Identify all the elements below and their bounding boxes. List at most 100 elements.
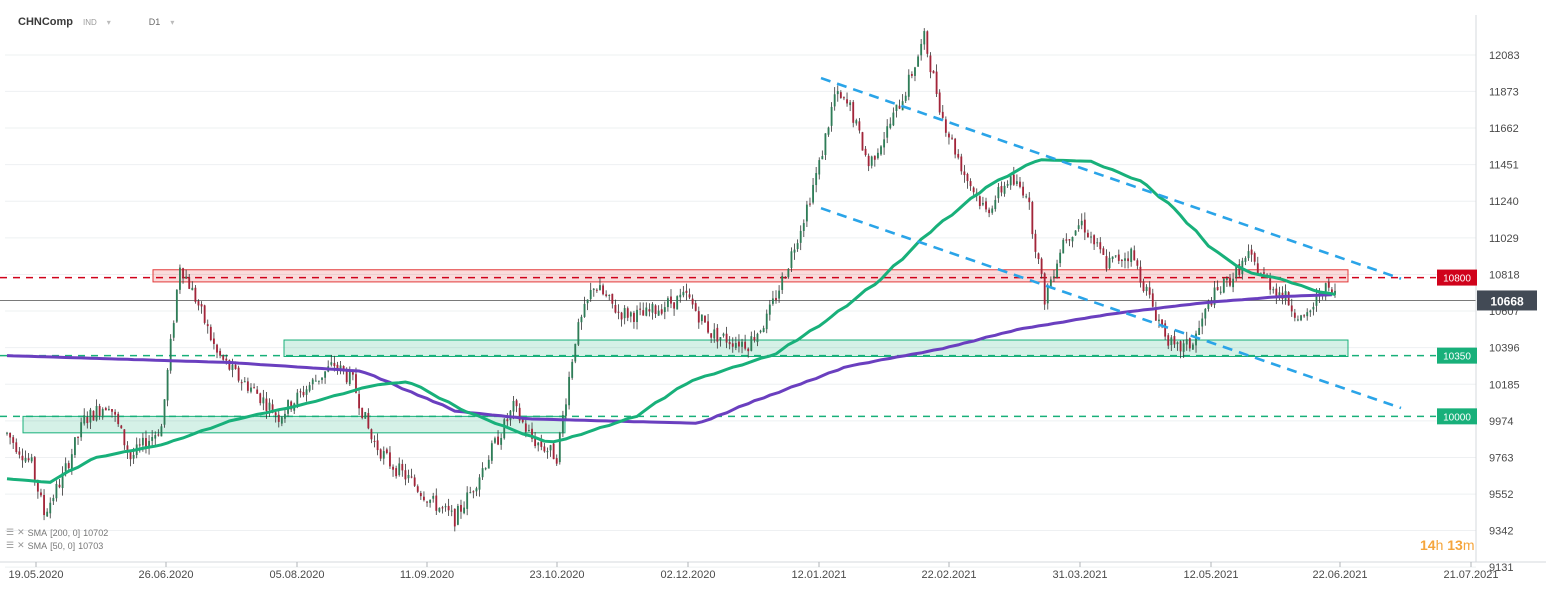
symbol-dropdown-icon[interactable]: ▾ xyxy=(106,17,111,27)
settings-icon[interactable]: ☰ xyxy=(6,527,15,537)
candle-body xyxy=(1154,308,1157,321)
candle-body xyxy=(1068,239,1071,241)
candle-body xyxy=(296,392,299,405)
candle-body xyxy=(1053,276,1055,278)
candle-body xyxy=(549,445,552,451)
candle-body xyxy=(910,73,913,76)
candle-body xyxy=(141,437,144,446)
candle-body xyxy=(1130,248,1133,263)
settings-icon[interactable]: ☰ xyxy=(6,540,15,550)
candle-body xyxy=(700,314,703,322)
candle-body xyxy=(456,505,459,525)
candle-body xyxy=(815,173,818,186)
candle-body xyxy=(1142,281,1145,291)
candle-body xyxy=(175,289,178,322)
candle-body xyxy=(969,181,972,187)
candle-body xyxy=(753,336,756,341)
sma50-line xyxy=(6,158,1336,484)
candle-body xyxy=(111,409,113,412)
candle-body xyxy=(728,342,731,345)
instrument-type: IND xyxy=(83,17,97,27)
candle-body xyxy=(994,199,997,210)
candle-body xyxy=(775,297,777,301)
candle-body xyxy=(1293,312,1296,318)
candle-body xyxy=(1003,185,1006,194)
candle-body xyxy=(163,399,166,425)
candle-body xyxy=(512,400,515,412)
candle-body xyxy=(1040,258,1043,274)
candle-body xyxy=(534,438,537,447)
candle-body xyxy=(614,305,617,313)
candle-body xyxy=(302,391,305,396)
candle-body xyxy=(574,343,577,362)
candle-body xyxy=(188,277,191,289)
candle-body xyxy=(666,298,669,308)
x-tick-label: 19.05.2020 xyxy=(8,569,63,581)
candle-body xyxy=(169,338,172,371)
indicator-value: 10703 xyxy=(78,540,104,551)
candle-body xyxy=(361,407,364,418)
candle-body xyxy=(948,133,950,138)
candle-body xyxy=(70,454,73,470)
timer-hours: 14 xyxy=(1420,537,1436,553)
candle-body xyxy=(855,120,858,124)
candle-body xyxy=(123,429,126,446)
candle-body xyxy=(58,484,61,488)
y-tick-label: 11029 xyxy=(1489,233,1519,245)
candle-body xyxy=(796,243,799,250)
candle-body xyxy=(12,437,15,443)
candle-body xyxy=(228,360,231,370)
candle-body xyxy=(478,477,481,490)
candle-body xyxy=(1173,336,1176,345)
candle-body xyxy=(827,127,830,135)
candle-body xyxy=(367,412,370,429)
header: CHNComp IND ▾ D1 ▾ xyxy=(18,10,174,34)
candle-body xyxy=(1077,225,1080,229)
candle-body xyxy=(1201,318,1204,327)
candle-body xyxy=(843,97,845,99)
support-zone-10000 xyxy=(22,415,566,434)
candle-body xyxy=(555,458,558,464)
symbol-name[interactable]: CHNComp xyxy=(18,16,73,28)
candle-body xyxy=(339,365,342,370)
candle-body xyxy=(185,276,188,279)
candle-body xyxy=(818,160,821,175)
candle-body xyxy=(200,304,203,307)
candle-body xyxy=(401,463,404,471)
candle-body xyxy=(120,425,123,429)
close-icon[interactable]: ✕ xyxy=(17,527,25,537)
candle-body xyxy=(373,440,376,442)
candle-body xyxy=(1222,278,1225,293)
candle-body xyxy=(265,398,268,412)
candle-body xyxy=(172,323,175,338)
candle-body xyxy=(725,333,728,343)
candle-body xyxy=(506,419,509,422)
candle-body xyxy=(299,391,302,393)
channel-lower xyxy=(820,206,1402,410)
candle-body xyxy=(1170,337,1173,346)
candle-body xyxy=(809,203,811,205)
candle-body xyxy=(985,201,987,210)
candle-body xyxy=(259,393,262,404)
candle-body xyxy=(602,285,604,295)
candle-body xyxy=(629,312,632,317)
candle-body xyxy=(21,455,24,461)
candle-body xyxy=(1303,315,1306,317)
timer-minutes-unit: m xyxy=(1462,537,1475,553)
candle-body xyxy=(1232,278,1235,288)
timeframe-dropdown-icon[interactable]: ▾ xyxy=(170,17,175,27)
x-tick-label: 22.06.2021 xyxy=(1312,569,1367,581)
timer-hours-unit: h xyxy=(1435,537,1444,553)
candle-body xyxy=(429,499,432,503)
timeframe-selector[interactable]: D1 xyxy=(148,17,161,27)
candle-body xyxy=(651,303,654,313)
y-tick-label: 9342 xyxy=(1489,525,1513,537)
close-icon[interactable]: ✕ xyxy=(17,540,25,550)
candle-body xyxy=(778,290,781,299)
candle-body xyxy=(179,267,181,290)
candle-body xyxy=(957,153,960,158)
candle-body xyxy=(1108,257,1111,269)
candle-body xyxy=(481,468,484,478)
candle-body xyxy=(206,324,209,327)
